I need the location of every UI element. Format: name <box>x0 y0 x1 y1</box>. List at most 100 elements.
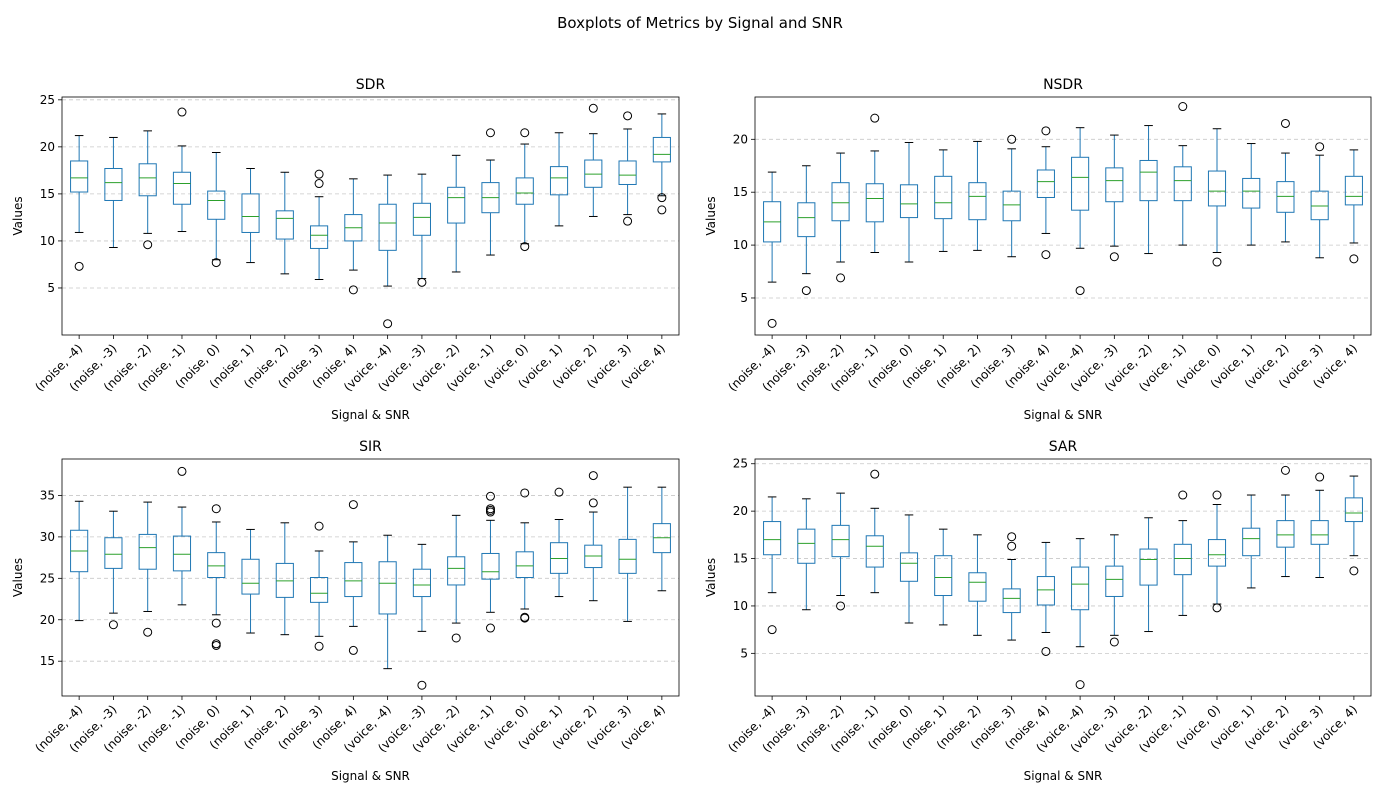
box-8 <box>1036 126 1055 260</box>
box-6 <box>968 140 987 251</box>
y-tick-label: 5 <box>740 291 748 305</box>
outlier-point <box>211 504 221 514</box>
box-8 <box>344 178 363 295</box>
iqr-box <box>763 521 782 556</box>
iqr-box <box>378 203 397 251</box>
outlier-point <box>588 471 598 481</box>
outlier-point <box>417 680 427 690</box>
iqr-box <box>172 171 192 205</box>
outlier-point <box>177 466 187 476</box>
iqr-box <box>1173 166 1192 202</box>
box-7 <box>310 521 329 651</box>
outlier-point <box>1315 142 1325 152</box>
outlier-point <box>451 633 461 643</box>
y-tick-label: 20 <box>733 504 748 518</box>
box-1 <box>104 136 123 249</box>
iqr-box <box>104 537 123 569</box>
iqr-box <box>241 558 260 595</box>
box-17 <box>652 486 671 592</box>
outlier-point <box>623 216 633 226</box>
iqr-box <box>968 572 987 602</box>
iqr-box <box>412 202 431 236</box>
box-13 <box>515 488 534 623</box>
outlier-point <box>520 612 530 622</box>
iqr-box <box>104 167 123 201</box>
outlier-point <box>1041 250 1051 260</box>
y-tick-label: 20 <box>733 132 748 146</box>
iqr-box <box>934 555 953 597</box>
y-tick-label: 20 <box>40 613 55 627</box>
outlier-point <box>1041 646 1051 656</box>
box-8 <box>344 500 363 655</box>
axes-frame <box>61 96 680 336</box>
x-axis-label: Signal & SNR <box>331 769 410 783</box>
iqr-box <box>447 186 466 224</box>
iqr-box <box>1276 520 1295 548</box>
outlier-point <box>1007 541 1017 551</box>
iqr-box <box>275 210 294 240</box>
outlier-point <box>588 103 598 113</box>
box-16 <box>618 486 637 622</box>
outlier-point <box>211 639 221 649</box>
outlier-point <box>314 179 324 189</box>
outlier-point <box>1315 472 1325 482</box>
box-14 <box>549 487 569 598</box>
iqr-box <box>899 184 919 219</box>
box-14 <box>1242 143 1261 246</box>
y-tick-label: 15 <box>40 187 55 201</box>
outlier-point <box>520 128 530 138</box>
iqr-box <box>1105 565 1124 597</box>
y-tick-label: 15 <box>40 654 55 668</box>
box-14 <box>549 132 569 227</box>
box-10 <box>1105 534 1124 647</box>
box-17 <box>1344 475 1363 576</box>
box-10 <box>412 173 431 287</box>
y-tick-label: 35 <box>40 488 55 502</box>
x-axis-label: Signal & SNR <box>331 408 410 422</box>
y-axis-label: Values <box>11 196 25 235</box>
y-axis-label: Values <box>704 196 718 235</box>
box-1 <box>797 165 816 296</box>
box-9 <box>1071 127 1090 296</box>
outlier-point <box>623 111 633 121</box>
outlier-point <box>767 318 777 328</box>
iqr-box <box>412 568 431 598</box>
box-15 <box>584 103 603 217</box>
iqr-box <box>138 533 157 570</box>
iqr-box <box>652 136 671 163</box>
iqr-box <box>1310 190 1329 221</box>
chart-title: NSDR <box>1043 77 1083 93</box>
y-tick-label: 5 <box>47 281 55 295</box>
iqr-box <box>515 177 534 205</box>
iqr-box <box>1310 520 1329 545</box>
iqr-box <box>1139 548 1158 586</box>
box-5 <box>934 528 953 626</box>
box-4 <box>899 514 919 624</box>
outlier-point <box>417 277 427 287</box>
box-0 <box>763 171 782 328</box>
box-13 <box>515 128 534 252</box>
box-16 <box>1310 142 1329 259</box>
iqr-box <box>207 190 226 220</box>
iqr-box <box>241 193 260 233</box>
box-10 <box>412 543 431 690</box>
outlier-point <box>485 491 495 501</box>
outlier-point <box>657 193 667 203</box>
outlier-point <box>74 261 84 271</box>
box-11 <box>1139 125 1158 255</box>
box-12 <box>1173 490 1192 616</box>
outlier-point <box>588 498 598 508</box>
outlier-point <box>1109 252 1119 262</box>
iqr-box <box>1139 159 1158 202</box>
iqr-box <box>968 182 987 221</box>
box-10 <box>1105 134 1124 262</box>
outlier-point <box>485 504 495 514</box>
outlier-point <box>177 107 187 117</box>
box-7 <box>1002 532 1021 641</box>
outlier-point <box>485 623 495 633</box>
outlier-point <box>1212 603 1222 613</box>
